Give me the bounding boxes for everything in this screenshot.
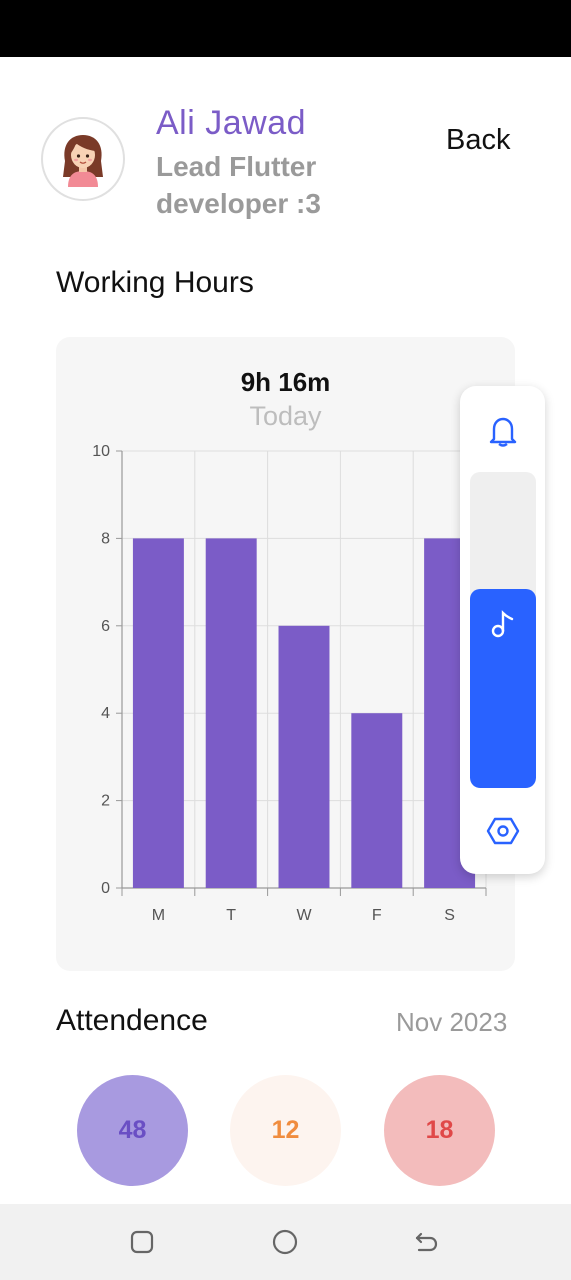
period-label: Today — [249, 401, 322, 431]
attendance-title: Attendence — [56, 1004, 208, 1037]
hexagon-settings-icon[interactable] — [482, 810, 524, 852]
volume-side-panel — [460, 386, 545, 874]
user-role: Lead Flutter developer :3 — [156, 151, 321, 219]
attendance-date[interactable]: Nov 2023 — [396, 1007, 508, 1037]
bar-w — [278, 625, 330, 888]
x-tick-label: M — [152, 907, 165, 924]
avatar-girl-icon — [63, 135, 103, 187]
user-name: Ali Jawad — [156, 104, 307, 142]
back-nav-button[interactable] — [397, 1204, 457, 1280]
x-tick-label: F — [372, 907, 382, 924]
working-hours-bar-chart: 0 2 4 6 8 10 M T W F S — [92, 443, 487, 924]
bar-t — [205, 538, 257, 888]
volume-slider-fill — [470, 588, 536, 788]
system-nav-bar — [0, 1204, 571, 1280]
y-tick-label: 6 — [101, 618, 110, 635]
working-hours-title: Working Hours — [56, 266, 254, 299]
attendance-stat-absent[interactable]: 18 — [384, 1075, 495, 1186]
attendance-stat-present[interactable]: 48 — [77, 1075, 188, 1186]
y-tick-label: 2 — [101, 793, 110, 810]
x-tick-label: W — [296, 907, 312, 924]
bar-m — [132, 538, 184, 888]
y-tick-label: 0 — [101, 880, 110, 897]
bell-icon[interactable] — [482, 410, 524, 452]
x-tick-label: T — [226, 907, 236, 924]
recents-button[interactable] — [112, 1204, 172, 1280]
y-tick-label: 8 — [101, 530, 110, 547]
avatar[interactable] — [41, 117, 125, 201]
bar-f — [351, 713, 403, 888]
working-hours-chart-card: 9h 16m Today 0 2 4 6 8 10 M T W F S — [56, 337, 515, 971]
x-tick-label: S — [444, 907, 455, 924]
music-note-icon — [482, 603, 524, 645]
attendance-stat-late[interactable]: 12 — [230, 1075, 341, 1186]
y-tick-label: 4 — [101, 705, 110, 722]
volume-slider[interactable] — [470, 472, 536, 788]
home-button[interactable] — [255, 1204, 315, 1280]
square-icon — [130, 1230, 154, 1254]
circle-icon — [272, 1229, 298, 1255]
total-hours: 9h 16m — [240, 367, 331, 397]
y-tick-label: 10 — [92, 443, 110, 460]
back-arrow-icon — [415, 1232, 438, 1252]
back-button[interactable]: Back — [446, 124, 511, 156]
status-bar — [0, 0, 571, 57]
